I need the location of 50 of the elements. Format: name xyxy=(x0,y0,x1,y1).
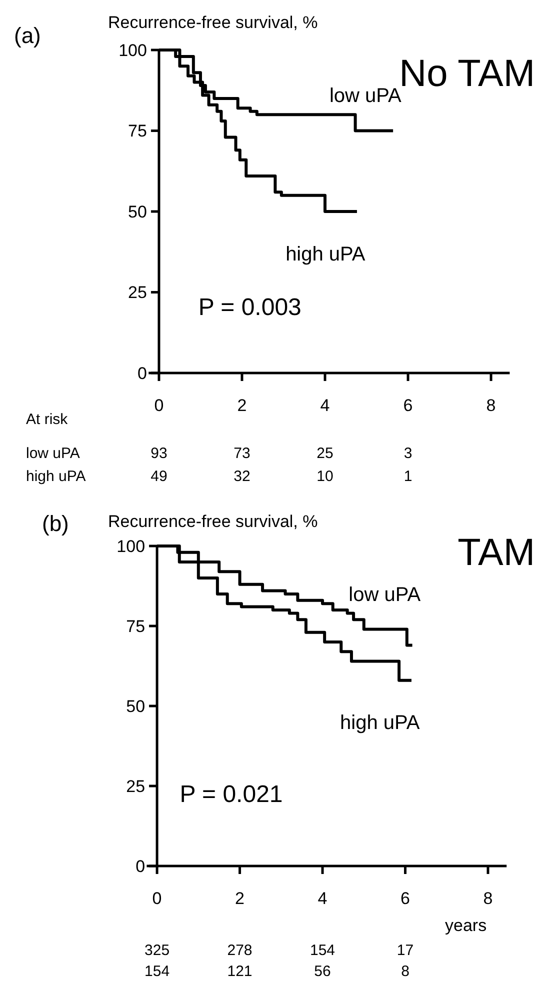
text: 25 xyxy=(316,445,334,462)
annotation: P = 0.003 xyxy=(198,294,302,321)
text: 10 xyxy=(316,468,334,485)
annotation: TAM xyxy=(458,532,535,574)
y-axis-title: Recurrence-free survival, % xyxy=(108,512,318,531)
x-tick-label: 2 xyxy=(235,889,245,908)
text: 8 xyxy=(401,963,410,980)
y-tick-label: 25 xyxy=(126,776,146,796)
y-tick-label: 50 xyxy=(128,202,147,222)
text: 93 xyxy=(150,445,168,462)
text: (a) xyxy=(14,23,41,48)
text: (b) xyxy=(42,511,69,536)
text: high uPA xyxy=(26,468,86,485)
y-tick-label: 75 xyxy=(128,122,147,141)
x-tick-label: 0 xyxy=(152,889,162,908)
text: At risk xyxy=(26,411,68,428)
text: 278 xyxy=(227,942,252,959)
x-tick-label: 6 xyxy=(403,396,413,415)
x-tick-label: 8 xyxy=(486,396,496,415)
x-tick-label: 4 xyxy=(318,889,328,908)
text: 121 xyxy=(227,963,252,980)
text: 17 xyxy=(396,942,414,959)
x-tick-label: 8 xyxy=(483,889,493,908)
series-label: high uPA xyxy=(340,712,420,734)
text: low uPA xyxy=(26,445,80,462)
y-tick-label: 0 xyxy=(136,856,146,876)
y-tick-label: 75 xyxy=(126,616,146,636)
text: 32 xyxy=(234,468,250,485)
x-axis-title: years xyxy=(445,916,487,935)
y-tick-label: 100 xyxy=(118,40,147,60)
text: 73 xyxy=(234,445,250,462)
text: 49 xyxy=(150,468,168,485)
text: 56 xyxy=(314,963,331,980)
series-label: high uPA xyxy=(286,243,366,266)
x-tick-label: 0 xyxy=(154,396,164,415)
y-tick-label: 50 xyxy=(126,696,146,716)
y-tick-label: 100 xyxy=(116,536,146,556)
y-axis-title: Recurrence-free survival, % xyxy=(108,13,318,32)
text: 154 xyxy=(310,942,336,959)
x-tick-label: 6 xyxy=(400,889,410,908)
x-tick-label: 2 xyxy=(237,396,247,415)
x-tick-label: 4 xyxy=(320,396,330,415)
text: 3 xyxy=(404,445,412,462)
text: 325 xyxy=(144,942,170,959)
y-tick-label: 0 xyxy=(138,364,147,383)
text: 154 xyxy=(144,963,170,980)
y-tick-label: 25 xyxy=(128,283,147,302)
text: 1 xyxy=(404,468,412,485)
annotation: P = 0.021 xyxy=(180,781,283,808)
series-label: low uPA xyxy=(348,584,422,606)
